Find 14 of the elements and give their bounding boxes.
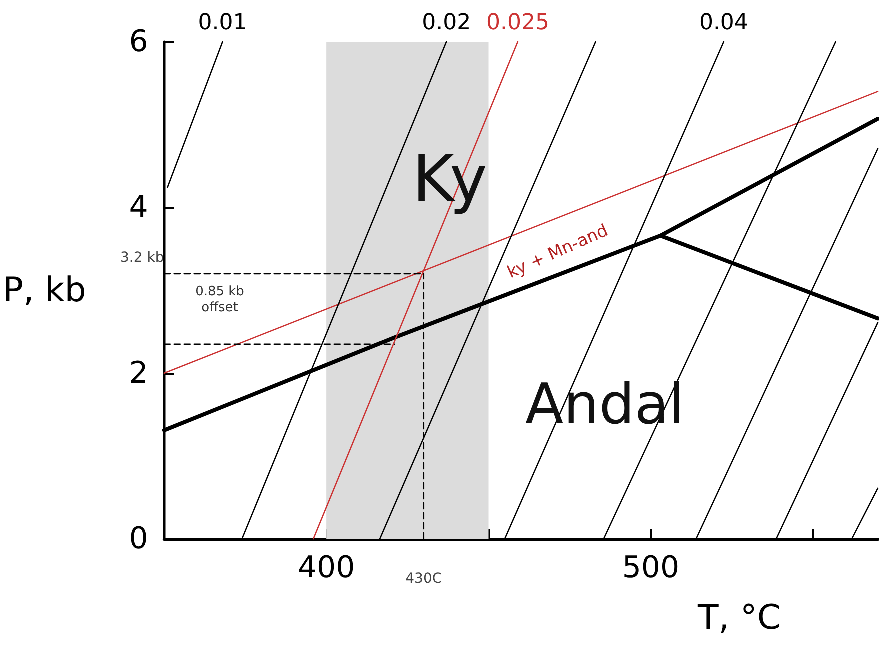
y-tick-label: 2 [129,356,148,391]
series-label: 0.04 [699,10,748,36]
x-tick-label: 400 [298,550,356,586]
series-label: 0.025 [486,10,550,36]
annotation: 430C [406,571,442,587]
annotation: 0.85 kb offset [196,284,244,316]
y-tick-label: 4 [129,190,148,226]
y-axis-title: P, kb [3,270,86,310]
y-tick-label: 6 [129,24,148,60]
x-axis-title: T, °C [697,598,782,638]
series-label: 0.02 [422,10,472,36]
x-tick-label: 500 [622,550,680,586]
y-tick-label: 0 [129,522,148,556]
series-label: 0.01 [198,10,248,36]
